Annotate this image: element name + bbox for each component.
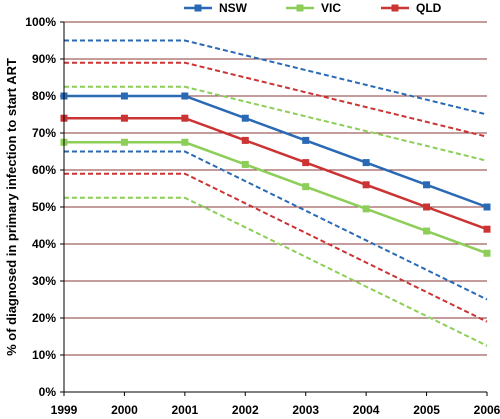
series-vic-point: [362, 205, 370, 213]
y-tick-label: 100%: [25, 15, 56, 29]
series-vic-line: [64, 141, 488, 255]
series-qld-point: [241, 136, 249, 144]
series-lines: [64, 94, 488, 255]
legend-qld-marker: [391, 4, 399, 12]
y-axis-label: % of diagnosed in primary infection to s…: [4, 58, 19, 356]
series-nsw-point: [483, 203, 491, 211]
legend-nsw-marker: [194, 4, 202, 12]
series-nsw-point: [181, 92, 189, 100]
x-tick-label: 2003: [292, 403, 319, 417]
series-vic-point: [423, 227, 431, 235]
x-tick-label: 2005: [413, 403, 440, 417]
y-tick-label: 70%: [32, 126, 56, 140]
series-nsw-line: [64, 94, 488, 209]
y-tick-label: 60%: [32, 163, 56, 177]
legend-qld-label: QLD: [416, 1, 442, 15]
y-tick-label: 80%: [32, 89, 56, 103]
series-qld-line: [64, 116, 488, 231]
x-tick-label: 2004: [353, 403, 380, 417]
y-tick-label: 0%: [39, 385, 57, 399]
y-tick-label: 90%: [32, 52, 56, 66]
series-vic-point: [241, 160, 249, 168]
x-tick-label: 1999: [51, 403, 78, 417]
series-qld-point: [423, 203, 431, 211]
y-tick-label: 30%: [32, 274, 56, 288]
series-nsw-point: [241, 114, 249, 122]
series-nsw-point: [362, 159, 370, 167]
x-tick-label: 2006: [474, 403, 500, 417]
confidence-bands: [64, 39, 488, 347]
series-vic-point: [483, 249, 491, 257]
series-vic-point: [181, 138, 189, 146]
y-tick-label: 40%: [32, 237, 56, 251]
legend: NSW VIC QLD: [184, 1, 442, 15]
y-tick-label: 50%: [32, 200, 56, 214]
legend-vic-marker: [296, 4, 304, 12]
series-vic-point: [120, 138, 128, 146]
series-qld-point: [362, 181, 370, 189]
series-qld-point: [120, 114, 128, 122]
series-nsw-point: [423, 181, 431, 189]
y-tick-label: 10%: [32, 348, 56, 362]
x-tick-label: 2002: [232, 403, 259, 417]
series-vic-point: [302, 183, 310, 191]
legend-nsw-label: NSW: [219, 1, 248, 15]
legend-vic-label: VIC: [321, 1, 341, 15]
series-vic-lower-bound: [64, 196, 488, 347]
series-qld-lower-bound: [64, 172, 488, 323]
series-nsw-lower-bound: [64, 150, 488, 301]
series-qld-point: [181, 114, 189, 122]
x-tick-label: 2001: [172, 403, 199, 417]
x-tick-label: 2000: [111, 403, 138, 417]
x-axis-ticks: 1999 2000 2001 2002 2003 2004 2005 2006: [51, 392, 500, 417]
series-nsw-point: [302, 136, 310, 144]
series-qld-point: [302, 159, 310, 167]
series-qld-point: [483, 225, 491, 233]
series-nsw-point: [120, 92, 128, 100]
y-axis-ticks: 0% 10% 20% 30% 40% 50% 60% 70% 80% 90% 100%: [25, 15, 64, 399]
axes: [63, 22, 487, 393]
y-tick-label: 20%: [32, 311, 56, 325]
